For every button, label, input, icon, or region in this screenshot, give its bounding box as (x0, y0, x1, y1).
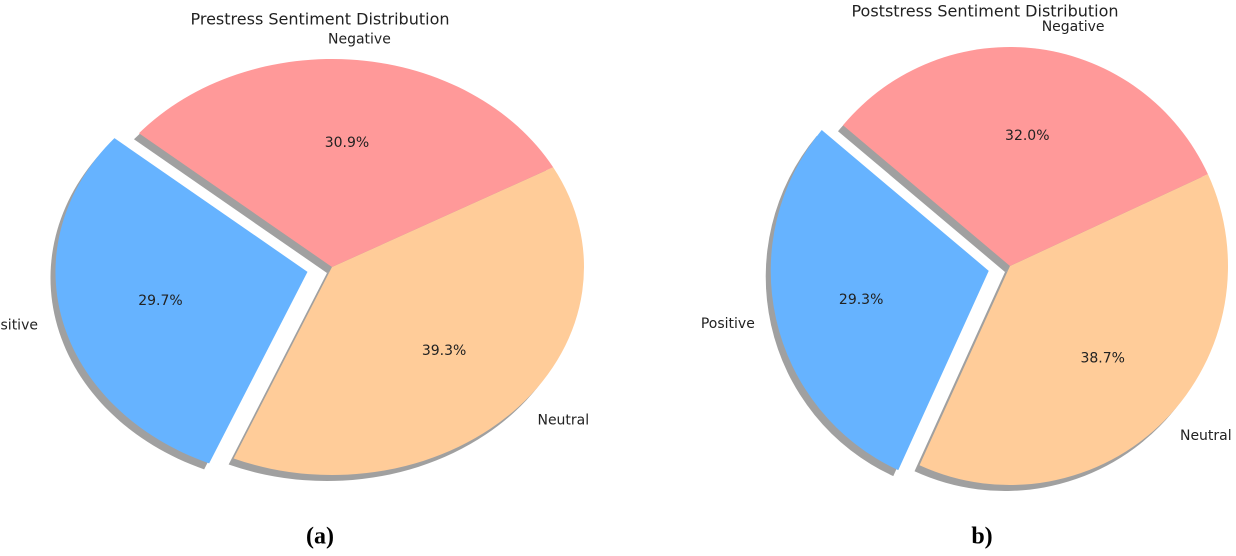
slice-label: Negative (328, 31, 391, 47)
slice-label: Neutral (537, 413, 589, 429)
value-label: 29.7% (138, 293, 182, 309)
wedge (770, 130, 989, 471)
value-label: 38.7% (1080, 351, 1124, 367)
wedge (919, 174, 1228, 485)
wedge (843, 46, 1208, 266)
caption: b) (971, 524, 992, 550)
value-label: 39.3% (422, 343, 466, 359)
chart-title: Prestress Sentiment Distribution (190, 10, 449, 29)
value-label: 30.9% (325, 135, 369, 151)
wedge (55, 138, 308, 464)
slice-label: Positive (0, 317, 38, 333)
wedge (233, 167, 585, 476)
slice-label: Negative (1042, 19, 1105, 35)
value-label: 32.0% (1005, 128, 1049, 144)
chart-title: Poststress Sentiment Distribution (851, 2, 1118, 21)
wedge (138, 58, 554, 267)
slice-label: Neutral (1180, 428, 1232, 444)
value-label: 29.3% (839, 292, 883, 308)
slice-label: Positive (701, 316, 755, 332)
caption: (a) (306, 524, 334, 550)
